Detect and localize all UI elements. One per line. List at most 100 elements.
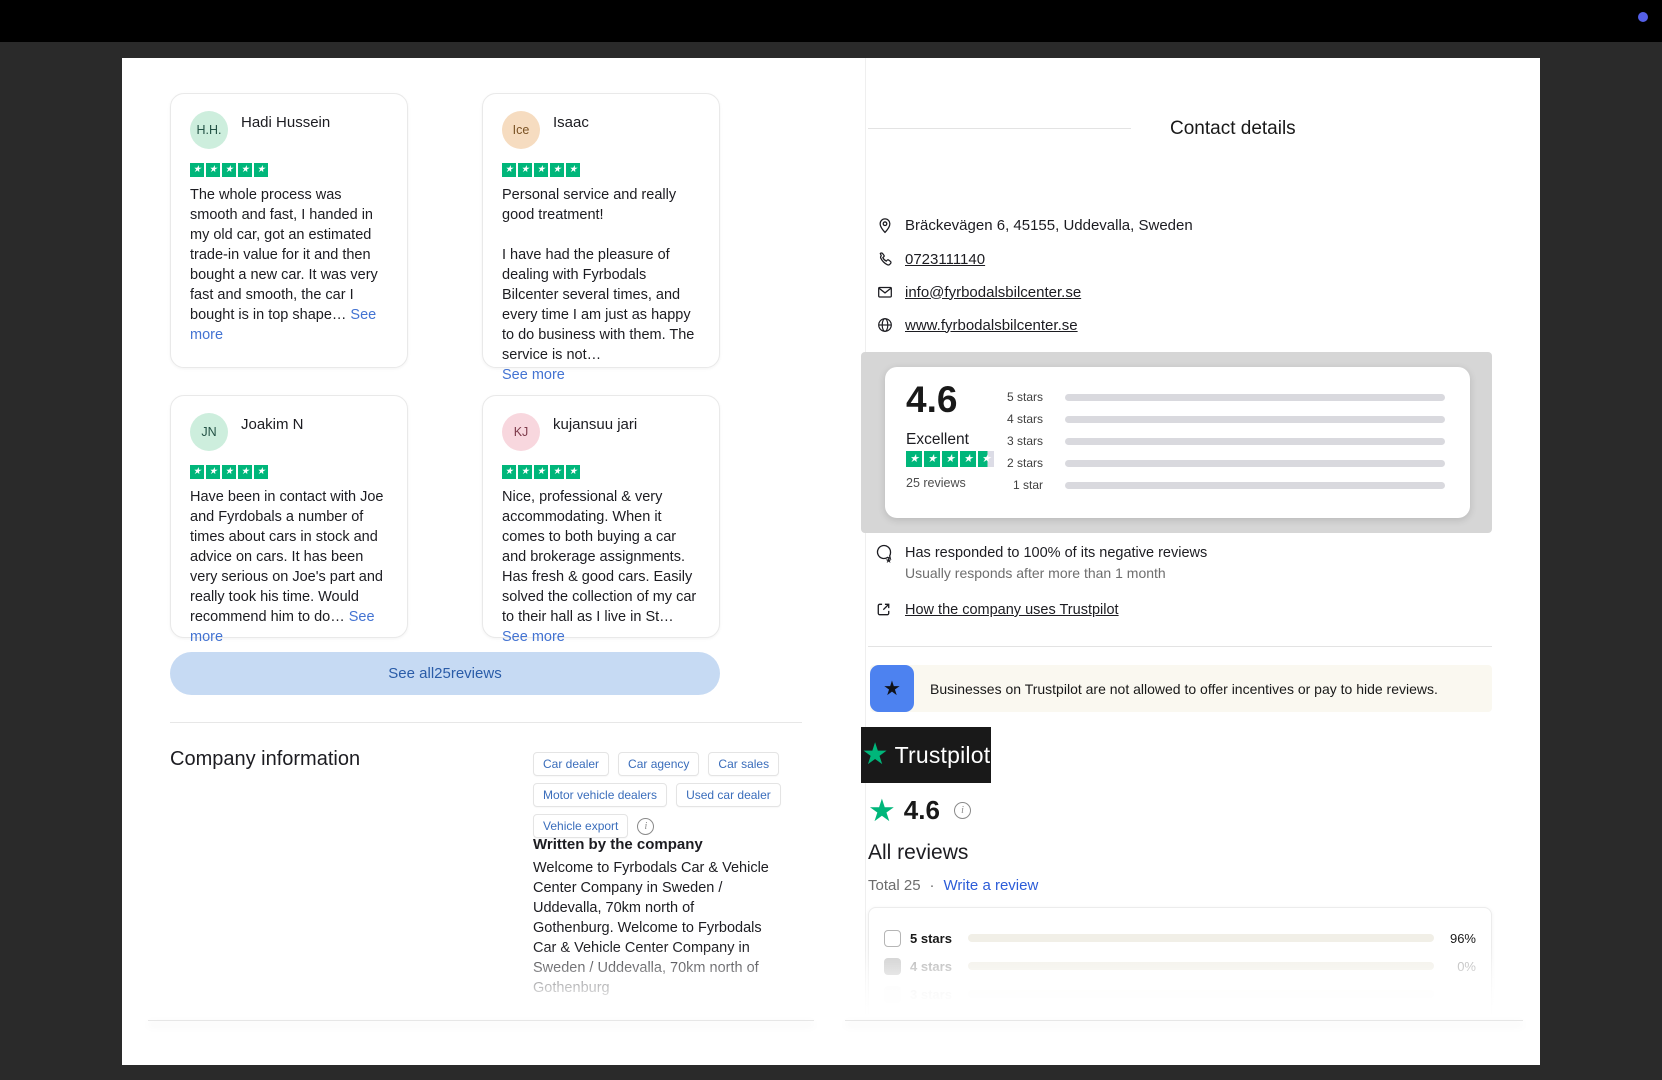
star-half-icon	[978, 451, 994, 467]
brand-score-value: 4.6	[903, 795, 940, 825]
distribution-row: 4 stars	[985, 412, 1445, 426]
star-icon	[238, 465, 252, 479]
distribution-bar	[1065, 415, 1445, 423]
distribution-row: 3 stars	[985, 434, 1445, 448]
dot-separator: ·	[929, 877, 935, 894]
checkbox-5-stars[interactable]	[884, 929, 901, 947]
star-icon	[502, 465, 516, 479]
star-icon	[238, 163, 252, 177]
star-rating-5	[502, 163, 700, 177]
distribution-bar	[1065, 393, 1445, 401]
review-text: Personal service and really good treatme…	[502, 185, 700, 385]
avatar: Ice	[502, 111, 540, 149]
star-icon	[550, 163, 564, 177]
score-label: Excellent	[906, 431, 969, 448]
star-rating-5	[190, 465, 388, 479]
score-widget-frame: 4.6 Excellent 25 reviews 5 stars 4 stars…	[861, 352, 1492, 533]
star-icon	[566, 163, 580, 177]
see-more-link[interactable]: See more	[502, 629, 565, 645]
written-by-company-title: Written by the company	[533, 836, 703, 853]
info-icon[interactable]: i	[637, 817, 655, 835]
email-link[interactable]: info@fyrbodalsbilcenter.se	[905, 283, 1082, 301]
review-count: 25 reviews	[906, 476, 966, 490]
distribution-label: 2 stars	[1006, 456, 1043, 470]
checkbox-3-stars[interactable]	[884, 985, 901, 1003]
distribution-row: 1 star	[985, 478, 1445, 492]
score-card: 4.6 Excellent 25 reviews 5 stars 4 stars…	[885, 367, 1470, 518]
category-tag[interactable]: Car sales	[708, 752, 780, 776]
see-more-link[interactable]: See more	[190, 307, 377, 343]
category-tag[interactable]: Car agency	[618, 752, 700, 776]
category-tag[interactable]: Motor vehicle dealers	[533, 783, 668, 807]
location-pin-icon	[879, 218, 891, 234]
contact-phone-row: 0723111140	[876, 249, 985, 269]
brand-score-row: ★ 4.6 i	[868, 795, 971, 826]
speech-bubble-icon	[876, 544, 892, 560]
write-a-review-link[interactable]: Write a review	[943, 877, 1039, 894]
info-icon[interactable]: i	[953, 802, 971, 819]
avatar: H.H.	[190, 111, 228, 149]
star-icon	[222, 163, 236, 177]
window-top-bar	[0, 0, 1662, 42]
checkbox-4-stars[interactable]	[884, 957, 901, 975]
trust-score: 4.6	[906, 379, 958, 420]
see-more-link[interactable]: See more	[502, 367, 565, 383]
star-icon	[206, 163, 220, 177]
distribution-label: 4 stars	[1006, 412, 1043, 426]
rating-distribution: 5 stars 4 stars 3 stars 2 stars	[985, 390, 1445, 492]
phone-link[interactable]: 0723111140	[905, 250, 986, 268]
filter-row-4-stars: 4 stars 0%	[884, 955, 1476, 977]
trustpilot-logo: ★ Trustpilot	[861, 727, 991, 783]
filter-percentage: 96%	[1449, 930, 1476, 946]
distribution-label: 5 stars	[1006, 390, 1043, 404]
globe-icon	[878, 318, 892, 332]
right-sticky-edge	[845, 1020, 1523, 1021]
total-count: Total 25	[868, 877, 921, 894]
review-paragraph: The whole process was smooth and fast, I…	[190, 187, 378, 323]
review-card: H.H. Hadi Hussein The whole process was …	[170, 93, 408, 368]
website-link[interactable]: www.fyrbodalsbilcenter.se	[905, 316, 1078, 334]
star-icon	[502, 163, 516, 177]
reviewer-name: kujansuu jari	[553, 416, 638, 433]
filter-row-5-stars: 5 stars 96%	[884, 927, 1476, 949]
distribution-bar	[1065, 459, 1445, 467]
star-icon	[190, 465, 204, 479]
company-category-tags: Car dealer Car agency Car sales Motor ve…	[533, 752, 798, 838]
see-all-reviews-button[interactable]: See all25reviews	[170, 652, 720, 695]
filter-bar	[968, 962, 1434, 970]
filter-bar	[968, 990, 1434, 998]
star-icon	[534, 163, 548, 177]
company-information-title: Company information	[170, 748, 361, 770]
category-tag[interactable]: Vehicle export	[533, 814, 629, 838]
star-icon	[942, 451, 958, 467]
page-panel: H.H. Hadi Hussein The whole process was …	[122, 58, 1540, 1065]
star-icon	[222, 465, 236, 479]
section-divider	[868, 646, 1492, 647]
star-rating-4-5	[906, 451, 994, 467]
review-paragraph: Personal service and really good treatme…	[502, 187, 677, 223]
header-divider	[868, 128, 1131, 129]
status-dot	[1638, 12, 1648, 22]
category-tag[interactable]: Car dealer	[533, 752, 610, 776]
reviewer-name: Hadi Hussein	[241, 114, 331, 131]
star-icon	[550, 465, 564, 479]
contact-address-row: Bräckevägen 6, 45155, Uddevalla, Sweden	[876, 215, 1193, 235]
distribution-row: 5 stars	[985, 390, 1445, 404]
contact-details-title: Contact details	[1170, 118, 1296, 139]
filter-label: 5 stars	[910, 930, 952, 946]
company-description: Welcome to Fyrbodals Car & Vehicle Cente…	[533, 860, 769, 996]
left-sticky-edge	[148, 1020, 814, 1021]
star-icon	[906, 451, 922, 467]
contact-website-row: www.fyrbodalsbilcenter.se	[876, 315, 1078, 335]
distribution-row: 2 stars	[985, 456, 1445, 470]
column-divider	[865, 58, 866, 1065]
star-icon	[518, 163, 532, 177]
how-company-uses-trustpilot-link[interactable]: How the company uses Trustpilot	[905, 602, 1119, 618]
see-more-link[interactable]: See more	[190, 609, 375, 645]
category-tag[interactable]: Used car dealer	[676, 783, 781, 807]
contact-email-row: info@fyrbodalsbilcenter.se	[876, 282, 1081, 302]
distribution-bar	[1065, 481, 1445, 489]
distribution-label: 3 stars	[1006, 434, 1043, 448]
review-card: JN Joakim N Have been in contact with Jo…	[170, 395, 408, 645]
